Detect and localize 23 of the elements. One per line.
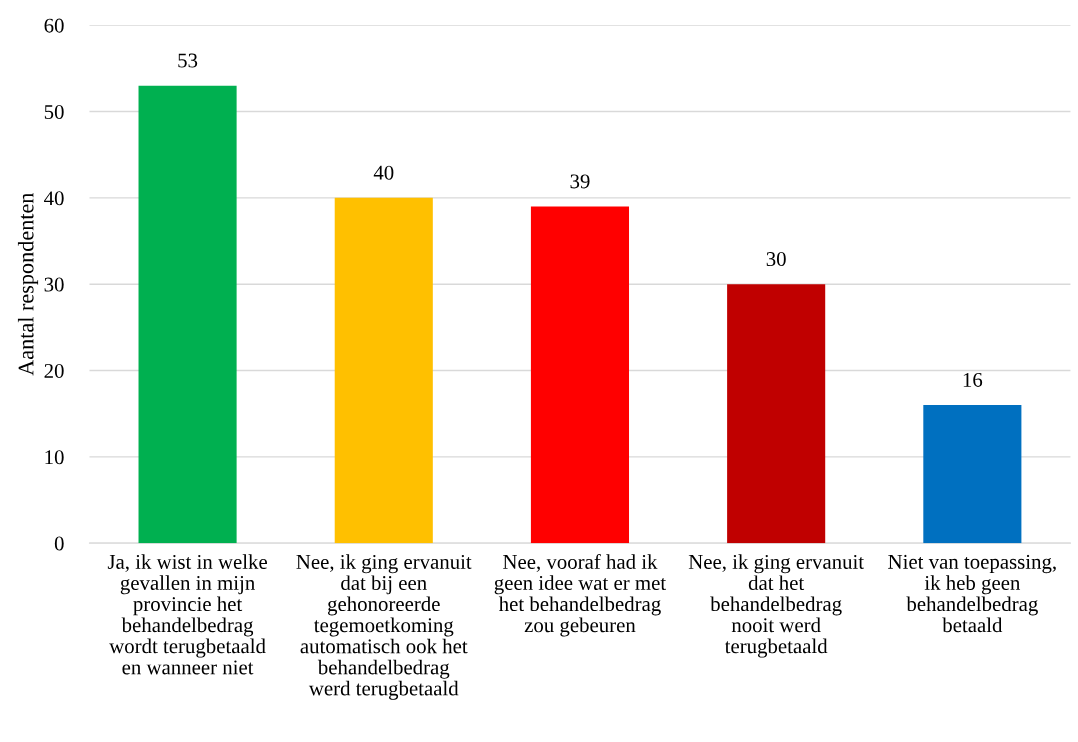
bar: [138, 85, 237, 544]
x-tick-label: Nee, vooraf had ik geen idee wat er met het behandelbedrag zou gebeuren: [494, 554, 667, 637]
x-tick-label: Ja, ik wist in welke gevallen in mijn provincie het behandelbedrag wordt terugbetaald en wanneer niet: [107, 554, 267, 675]
data-label: 53: [178, 53, 198, 68]
y-axis-title: Aantal respondenten: [17, 192, 39, 376]
y-tick-label: 10: [45, 450, 64, 465]
bar: [923, 405, 1022, 544]
y-tick-label: 0: [54, 536, 64, 551]
x-tick-label: Nee, ik ging ervanuit dat bij een gehonoreerde tegemoetkoming automatisch ook het behandelbedrag werd terugbetaald: [296, 554, 472, 700]
x-tick-label: Nee, ik ging ervanuit dat het behandelbedrag nooit werd terugbetaald: [688, 554, 864, 658]
bar: [530, 206, 630, 544]
y-tick-label: 30: [44, 277, 64, 292]
y-tick-label: 50: [44, 104, 64, 119]
y-tick-label: 40: [44, 191, 64, 206]
data-label: 40: [373, 165, 394, 180]
bar: [334, 197, 433, 544]
data-label: 30: [766, 252, 786, 267]
data-label: 39: [570, 174, 590, 189]
data-label: 16: [963, 372, 983, 387]
bar: [727, 284, 826, 544]
x-tick-label: Niet van toepassing, ik heb geen behandelbedrag betaald: [888, 554, 1056, 633]
y-tick-label: 60: [44, 18, 64, 33]
y-tick-label: 20: [44, 363, 64, 378]
